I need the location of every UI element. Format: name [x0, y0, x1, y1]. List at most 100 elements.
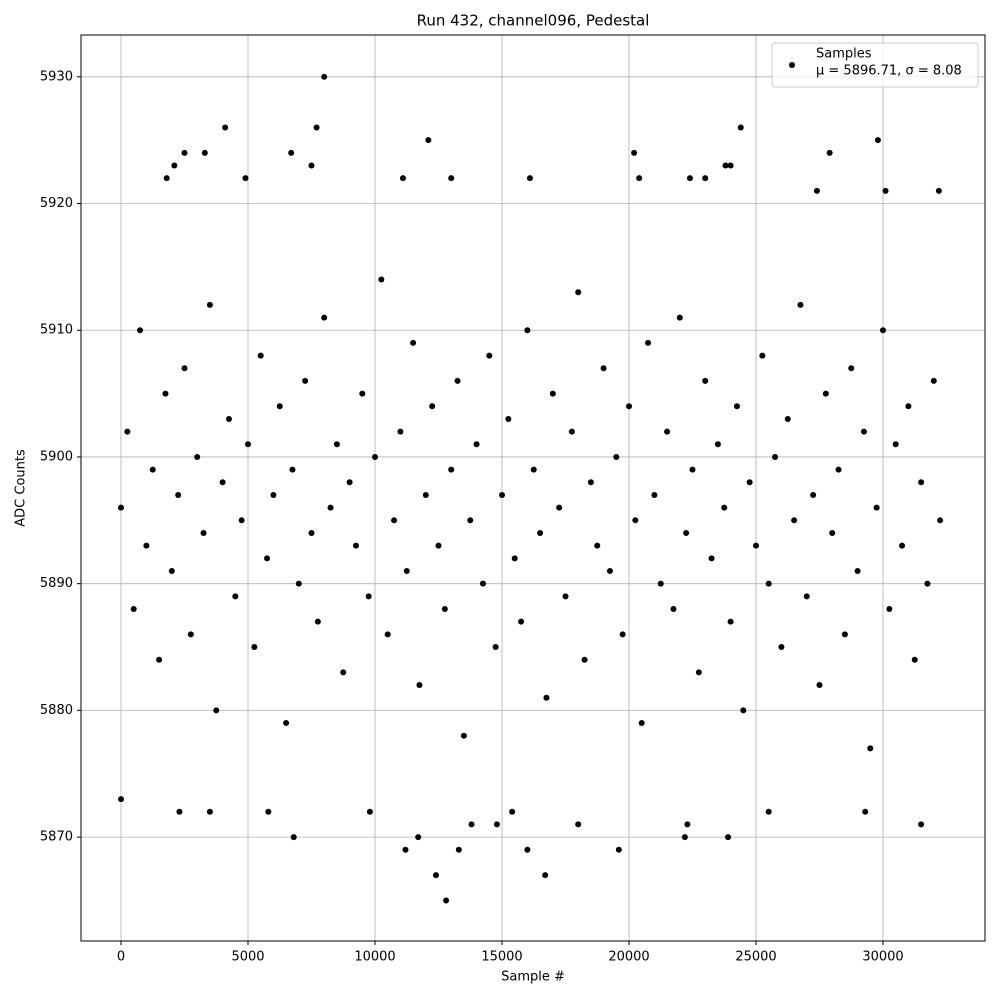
point [327, 504, 334, 511]
point [302, 377, 309, 384]
point [399, 175, 406, 182]
point [194, 453, 201, 460]
point [181, 365, 188, 372]
legend-box [771, 42, 979, 88]
point [251, 644, 258, 651]
point [130, 606, 137, 613]
point [714, 441, 721, 448]
point [467, 517, 474, 524]
point [841, 631, 848, 638]
point [468, 821, 475, 828]
point [265, 808, 272, 815]
point [772, 453, 779, 460]
y-tick-label: 5870 [40, 830, 73, 845]
point [645, 339, 652, 346]
point [829, 529, 836, 536]
point [892, 441, 899, 448]
point [759, 352, 766, 359]
point [530, 466, 537, 473]
point [156, 656, 163, 663]
point [295, 580, 302, 587]
point [930, 377, 937, 384]
point [340, 669, 347, 676]
legend-label: Samples [816, 47, 872, 62]
point [264, 555, 271, 562]
point [283, 720, 290, 727]
point [518, 618, 525, 625]
point [733, 403, 740, 410]
point [543, 694, 550, 701]
point [911, 656, 918, 663]
point [455, 846, 462, 853]
point [686, 175, 693, 182]
point [473, 441, 480, 448]
point [314, 618, 321, 625]
point [784, 415, 791, 422]
point [587, 479, 594, 486]
point [722, 162, 729, 169]
point [242, 175, 249, 182]
point [813, 187, 820, 194]
point [372, 453, 379, 460]
point [721, 504, 728, 511]
point [613, 453, 620, 460]
point [606, 567, 613, 574]
point [702, 377, 709, 384]
x-axis-label: Sample # [501, 970, 565, 985]
point [918, 479, 925, 486]
legend-marker [789, 62, 795, 68]
point [860, 428, 867, 435]
legend-stats: μ = 5896.71, σ = 8.08 [816, 64, 962, 79]
point [526, 175, 533, 182]
point [740, 707, 747, 714]
point [222, 124, 229, 131]
x-tick-label: 20000 [608, 950, 649, 965]
point [276, 403, 283, 410]
point [448, 175, 455, 182]
point [854, 567, 861, 574]
legend: Samples μ = 5896.71, σ = 8.08 [771, 42, 979, 88]
point [441, 606, 448, 613]
point [225, 415, 232, 422]
point [308, 529, 315, 536]
x-tick-label: 10000 [354, 950, 395, 965]
point [873, 504, 880, 511]
point [638, 720, 645, 727]
point [899, 542, 906, 549]
point [448, 466, 455, 473]
point [676, 314, 683, 321]
point [670, 606, 677, 613]
point [137, 327, 144, 334]
point [176, 808, 183, 815]
point [492, 644, 499, 651]
point [905, 403, 912, 410]
point [568, 428, 575, 435]
point [454, 377, 461, 384]
point [187, 631, 194, 638]
point [581, 656, 588, 663]
y-tick-label: 5900 [40, 449, 73, 464]
point [702, 175, 709, 182]
point [313, 124, 320, 131]
point [695, 669, 702, 676]
point [689, 466, 696, 473]
points [118, 73, 944, 904]
point [575, 821, 582, 828]
point [600, 365, 607, 372]
point [425, 137, 432, 144]
point [681, 834, 688, 841]
point [778, 644, 785, 651]
point [924, 580, 931, 587]
point [727, 162, 734, 169]
point [848, 365, 855, 372]
point [791, 517, 798, 524]
point [797, 301, 804, 308]
point [826, 149, 833, 156]
point [175, 491, 182, 498]
point [422, 491, 429, 498]
point [765, 808, 772, 815]
point [937, 517, 944, 524]
point [816, 682, 823, 689]
